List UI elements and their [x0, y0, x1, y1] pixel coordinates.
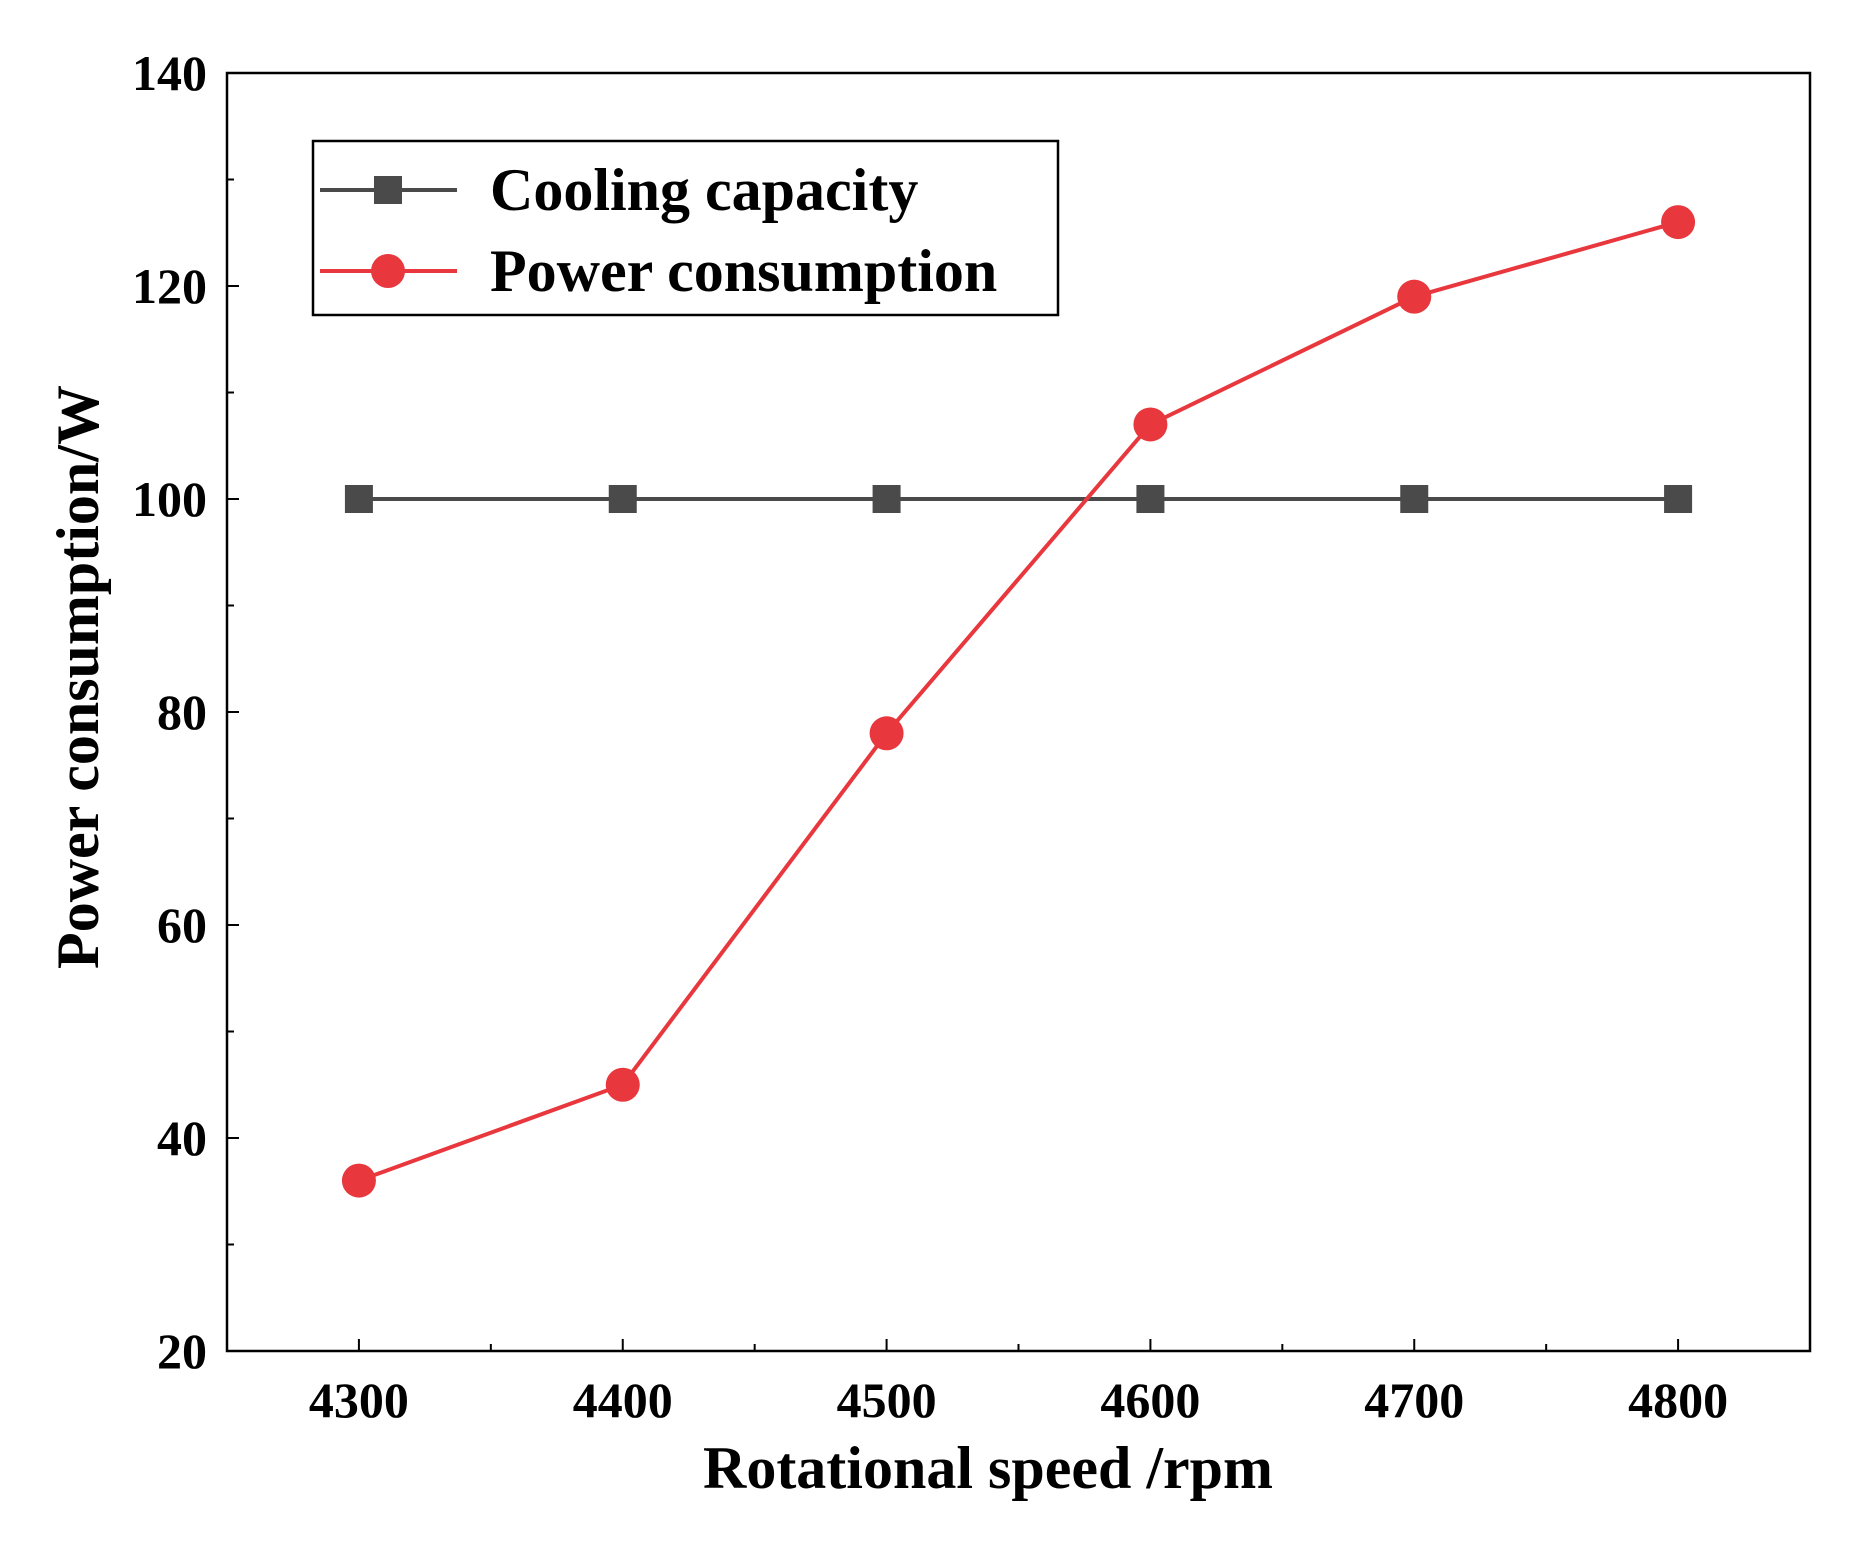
data-point: [341, 1163, 376, 1198]
y-tick-label: 40: [157, 1110, 207, 1166]
legend-marker: [374, 176, 402, 204]
plot-frame: [225, 71, 1812, 1353]
y-tick-label: 120: [132, 258, 207, 314]
x-tick-label: 4800: [1628, 1372, 1728, 1428]
legend-label: Power consumption: [490, 238, 997, 304]
x-tick-label: 4500: [837, 1372, 937, 1428]
data-point: [344, 485, 373, 513]
legend: Cooling capacity Power consumption: [311, 139, 1060, 317]
series-1: [344, 485, 1693, 513]
y-tick-label: 80: [157, 684, 207, 740]
data-point: [1136, 485, 1165, 513]
data-point: [869, 716, 904, 751]
legend-marker: [371, 254, 405, 288]
x-tick-labels: 4300 4400 4500 4600 4700 4800: [309, 1372, 1728, 1428]
x-axis-label: Rotational speed /rpm: [703, 1435, 1273, 1501]
series-layer: [341, 205, 1696, 1198]
legend-entry: Power consumption: [320, 238, 997, 304]
x-tick-label: 4300: [309, 1372, 409, 1428]
y-tick-labels: 20 40 60 80 100 120 140: [132, 45, 207, 1379]
y-tick-label: 20: [157, 1323, 207, 1379]
data-point: [1133, 407, 1168, 442]
legend-label: Cooling capacity: [490, 157, 918, 223]
series-line: [358, 220, 1679, 1183]
x-tick-label: 4700: [1364, 1372, 1464, 1428]
data-point: [1664, 485, 1693, 513]
y-tick-label: 140: [132, 45, 207, 101]
y-tick-label: 100: [132, 471, 207, 527]
data-point: [608, 485, 637, 513]
data-point: [872, 485, 901, 513]
data-point: [1397, 279, 1432, 314]
data-point: [1661, 205, 1696, 240]
data-point: [1400, 485, 1429, 513]
y-axis-label: Power consumption/W: [45, 385, 111, 969]
legend-entry: Cooling capacity: [320, 157, 918, 223]
data-point: [605, 1067, 640, 1102]
legend-entries: Cooling capacity Power consumption: [320, 157, 997, 304]
x-tick-label: 4400: [573, 1372, 673, 1428]
x-tick-label: 4600: [1100, 1372, 1200, 1428]
series-2: [341, 205, 1696, 1198]
legend-box: [311, 139, 1060, 317]
y-tick-label: 60: [157, 897, 207, 953]
